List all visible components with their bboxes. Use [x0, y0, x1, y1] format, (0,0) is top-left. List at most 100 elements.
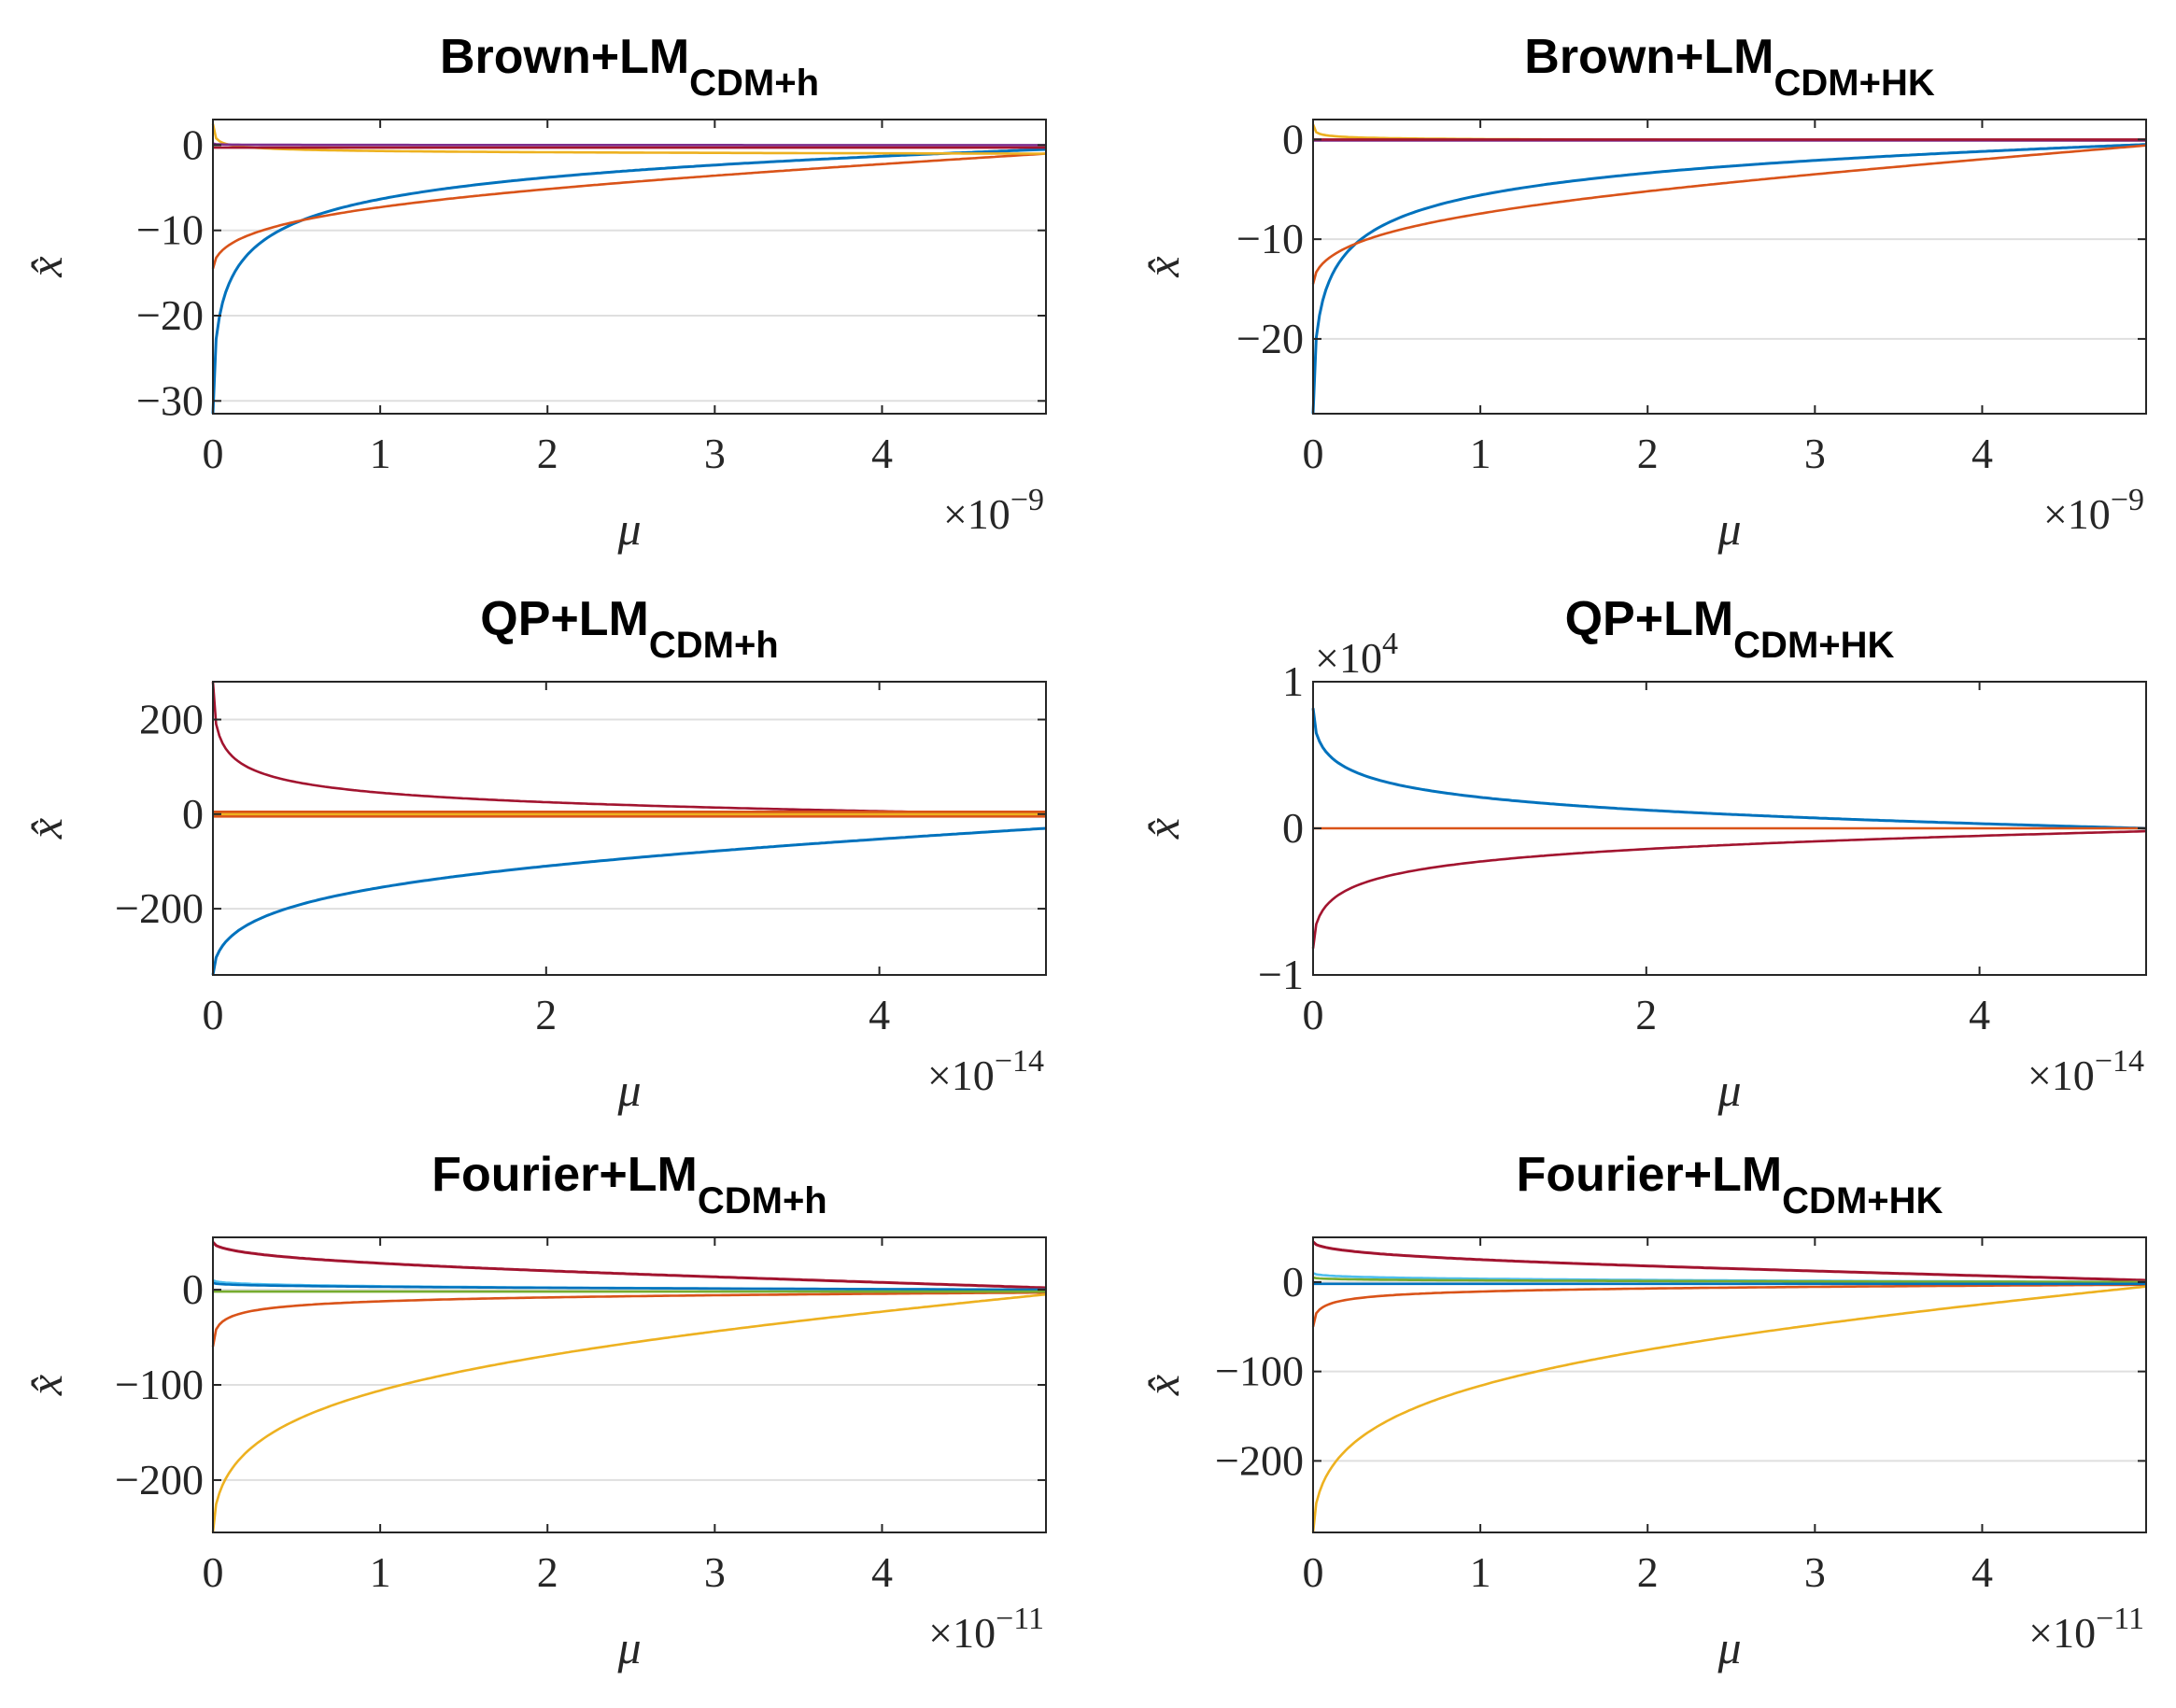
x-tick-label: 0	[203, 1548, 224, 1596]
chart-title-subscript: CDM+HK	[1773, 63, 1934, 104]
x-tick-label: 0	[1303, 430, 1324, 477]
y-tick-label: 0	[182, 790, 204, 838]
x-exponent-base: ×10	[927, 1052, 995, 1099]
x-tick-label: 3	[1804, 430, 1826, 477]
subplot-1: Brown+LMCDM+h 0 1 2 3 4 −30 −20 −10 0 ×10−9 μ x̂	[20, 30, 1047, 555]
y-tick-label: −200	[115, 884, 204, 932]
x-exponent-power: −11	[2096, 1602, 2144, 1636]
x-tick-label: 2	[537, 430, 558, 477]
y-axis-label: x̂	[1137, 256, 1189, 277]
x-exponent-power: −14	[2095, 1044, 2144, 1079]
x-exponent-label: ×10−11	[2028, 1602, 2144, 1657]
chart-title-main: Fourier+LM	[431, 1148, 698, 1202]
y-axis-label: x̂	[20, 256, 72, 277]
x-axis-label: μ	[1717, 1621, 1741, 1673]
series-line-x3	[211, 123, 1046, 155]
chart-title-subscript: CDM+HK	[1782, 1180, 1943, 1221]
x-axis-label: μ	[1717, 502, 1741, 555]
x-exponent-label: ×10−9	[2043, 483, 2144, 538]
series-line-x5	[211, 1292, 1047, 1533]
x-axis-label: μ	[616, 1621, 641, 1673]
x-exponent-base: ×10	[943, 490, 1010, 538]
chart-title: Brown+LMCDM+HK	[1524, 30, 1935, 104]
series-line-x3	[1312, 1276, 2146, 1284]
y-tick-label: −1	[1258, 951, 1304, 998]
series-line-x1	[1311, 708, 2147, 830]
subplot-6: Fourier+LMCDM+HK 0 1 2 3 4 −200 −100 0 ×10−11 μ x̂	[1137, 1148, 2147, 1673]
subplot-2: Brown+LMCDM+HK 0 1 2 3 4 −20 −10 0 ×10−9 μ x̂	[1137, 30, 2147, 555]
series-line-x1	[211, 1241, 1047, 1290]
series-line-x1	[211, 148, 1047, 415]
series-line-x1	[211, 826, 1047, 976]
y-tick-label: 0	[182, 120, 204, 168]
chart-title: Brown+LMCDM+h	[440, 30, 819, 104]
x-tick-label: 0	[203, 991, 224, 1038]
x-exponent-power: −11	[996, 1602, 1044, 1636]
series-line-x4	[212, 142, 1046, 147]
x-tick-label: 0	[1303, 1548, 1324, 1596]
x-exponent-label: ×10−9	[943, 483, 1044, 538]
chart-title-subscript: CDM+h	[689, 63, 819, 104]
chart-title-subscript: CDM+HK	[1733, 625, 1894, 666]
subplot-3: QP+LMCDM+h 0 2 4 −200 0 200 ×10−14 μ x̂	[20, 592, 1047, 1116]
axes-box	[1312, 1236, 2147, 1533]
series-line-x5	[1311, 1285, 2147, 1533]
x-tick-label: 1	[370, 430, 391, 477]
x-tick-label: 4	[869, 991, 890, 1038]
y-tick-label: 0	[1282, 804, 1304, 852]
x-tick-label: 0	[1303, 991, 1324, 1038]
x-tick-label: 4	[871, 1548, 893, 1596]
x-tick-label: 2	[1635, 991, 1657, 1038]
plot-area	[213, 682, 1046, 975]
y-tick-label: 0	[182, 1265, 204, 1313]
y-tick-label: −20	[1236, 315, 1304, 362]
x-exponent-label: ×10−14	[927, 1044, 1044, 1099]
y-axis-label: x̂	[20, 818, 72, 840]
y-tick-label: −100	[1215, 1348, 1304, 1395]
y-tick-label: −200	[115, 1456, 204, 1503]
x-tick-label: 2	[537, 1548, 558, 1596]
x-exponent-base: ×10	[2028, 1052, 2095, 1099]
series-line-x4	[1311, 1283, 2146, 1328]
x-tick-label: 3	[704, 430, 726, 477]
x-axis-label: μ	[616, 502, 641, 555]
plot-area	[213, 120, 1046, 414]
subplot-5: Fourier+LMCDM+h 0 1 2 3 4 −200 −100 0 ×10−11 μ x̂	[20, 1148, 1047, 1673]
x-tick-label: 3	[704, 1548, 726, 1596]
chart-title-main: QP+LM	[1565, 592, 1734, 646]
chart-title: QP+LMCDM+HK	[1565, 592, 1895, 666]
x-exponent-label: ×10−11	[928, 1602, 1044, 1657]
y-tick-label: −20	[136, 291, 204, 339]
x-tick-label: 4	[1971, 430, 1993, 477]
axes-box	[212, 119, 1047, 415]
y-exponent-label: ×104	[1315, 627, 1398, 682]
series-line-x1	[1312, 1240, 2147, 1282]
chart-title-subscript: CDM+h	[698, 1180, 827, 1221]
y-tick-label: −100	[115, 1361, 204, 1408]
chart-title-main: Fourier+LM	[1517, 1148, 1783, 1202]
axes-box	[1312, 119, 2147, 415]
x-axis-label: μ	[1717, 1064, 1741, 1116]
y-tick-label: 0	[1282, 115, 1304, 162]
y-tick-label: −200	[1215, 1436, 1304, 1484]
x-exponent-power: −9	[2111, 483, 2144, 517]
y-axis-label: x̂	[20, 1375, 72, 1396]
series-line-x2	[1311, 144, 2147, 285]
x-exponent-base: ×10	[2043, 490, 2111, 538]
chart-title-main: Brown+LM	[440, 30, 689, 84]
plot-area	[1313, 120, 2146, 414]
chart-title: Fourier+LMCDM+h	[431, 1148, 827, 1221]
x-tick-label: 4	[871, 430, 893, 477]
y-tick-label: −10	[1236, 215, 1304, 262]
chart-title: QP+LMCDM+h	[480, 592, 778, 666]
x-tick-label: 1	[1470, 430, 1491, 477]
x-tick-label: 4	[1969, 991, 1990, 1038]
x-tick-label: 1	[1470, 1548, 1491, 1596]
y-tick-label: 200	[139, 696, 204, 743]
x-exponent-power: −9	[1010, 483, 1044, 517]
x-exponent-base: ×10	[928, 1609, 996, 1657]
y-exponent-base: ×10	[1315, 634, 1382, 682]
axes-box	[212, 681, 1047, 976]
x-exponent-base: ×10	[2028, 1609, 2096, 1657]
